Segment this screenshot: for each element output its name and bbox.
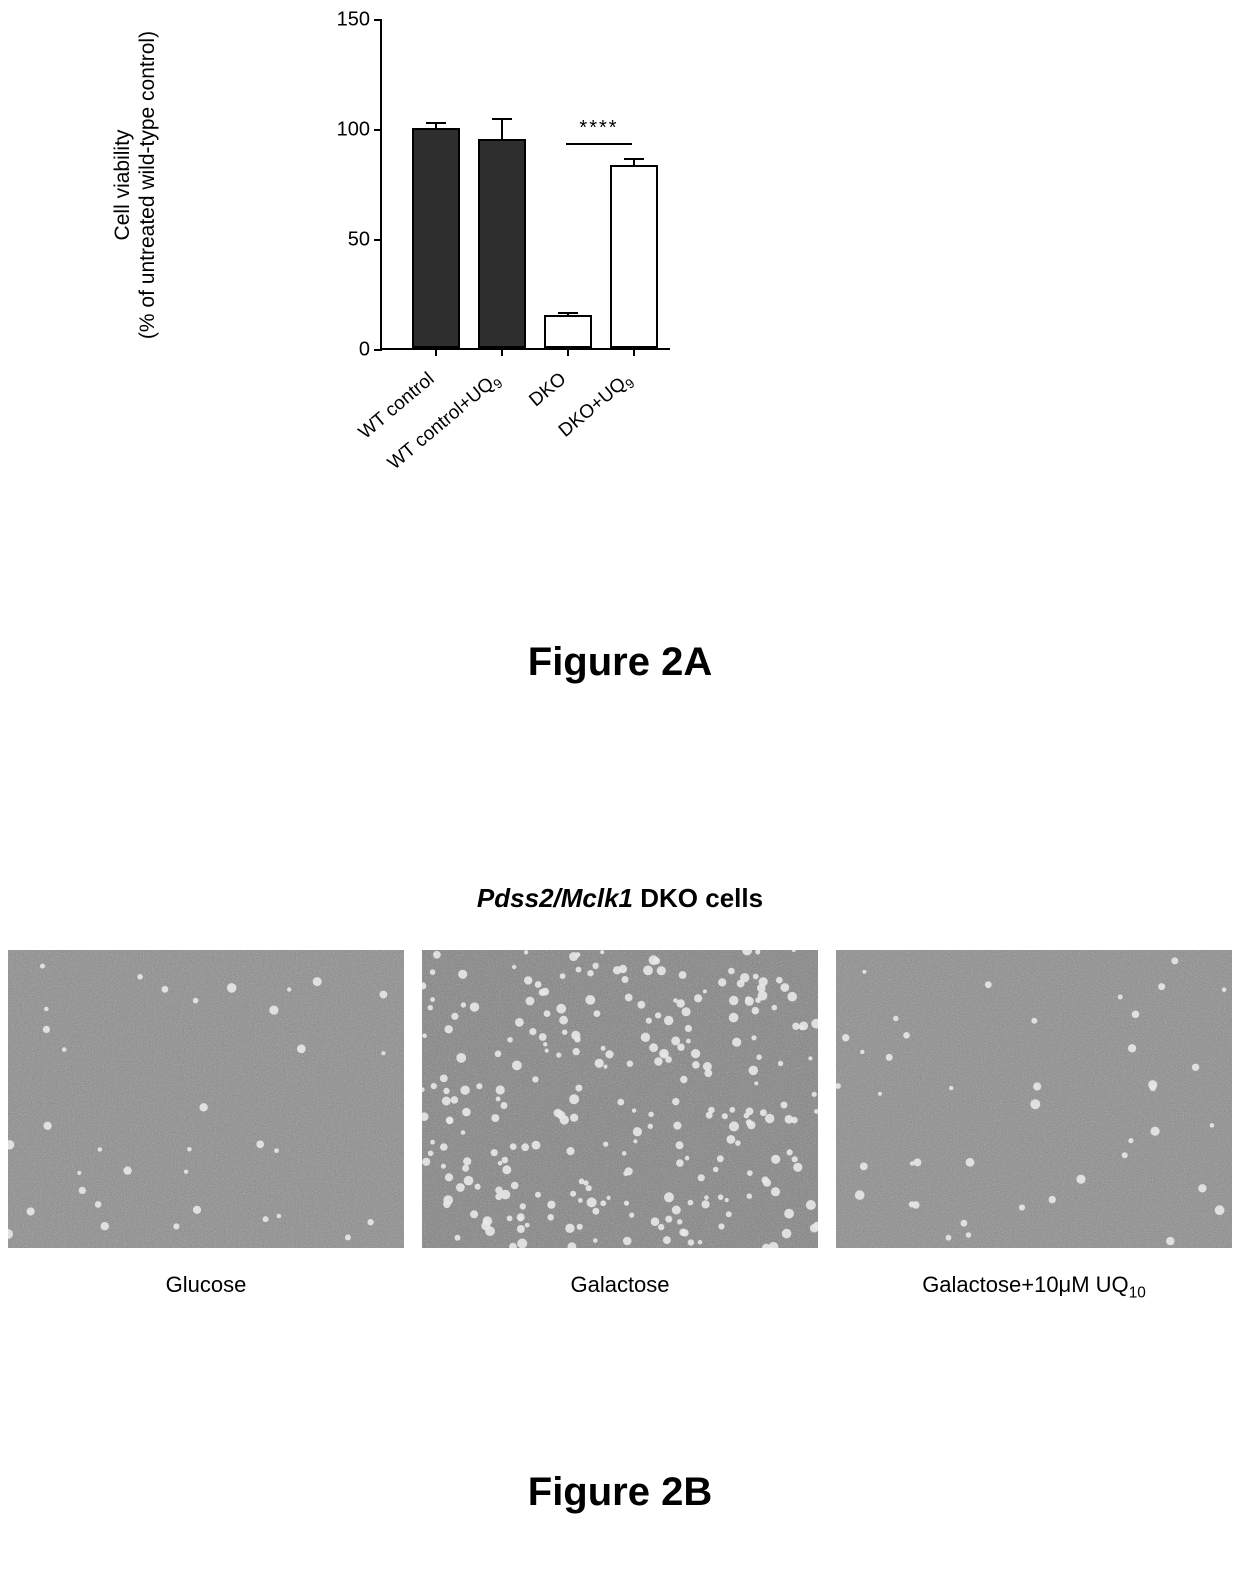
x-tick-label: WT control+UQ9: [384, 369, 506, 476]
figure-2a-title: Figure 2A: [528, 640, 712, 685]
errorbar-cap: [558, 312, 578, 314]
y-tick-label: 150: [337, 9, 370, 32]
x-tick: [633, 348, 635, 356]
y-tick-label: 100: [337, 119, 370, 142]
micrograph-row: [0, 950, 1240, 1248]
bar-3: [610, 165, 658, 348]
errorbar-stem: [633, 159, 635, 168]
errorbar-stem: [501, 119, 503, 141]
micrograph-2: [836, 950, 1232, 1248]
y-tick: [374, 349, 382, 351]
x-tick-label: DKO: [525, 369, 571, 412]
y-tick: [374, 239, 382, 241]
y-axis-label: Cell viability (% of untreated wild-type…: [110, 20, 160, 350]
micrograph-1: [422, 950, 818, 1248]
y-tick-label: 0: [359, 339, 370, 362]
micrograph-label-0: Glucose: [166, 1272, 247, 1298]
errorbar-cap: [492, 118, 512, 120]
errorbar-cap: [624, 158, 644, 160]
figure-2b-panel-title: Pdss2/Mclk1 DKO cells: [477, 883, 763, 914]
bar-0: [412, 128, 460, 348]
figure-container: 050100150 Cell viability (% of untreated…: [0, 0, 1240, 1593]
bar-2: [544, 315, 592, 348]
significance-label: ****: [579, 117, 618, 140]
errorbar-cap: [426, 122, 446, 124]
y-tick: [374, 19, 382, 21]
x-tick: [567, 348, 569, 356]
figure-2b-title: Figure 2B: [528, 1470, 712, 1515]
micrograph-label-2: Galactose+10μM UQ10: [922, 1272, 1146, 1302]
x-tick: [435, 348, 437, 356]
y-tick: [374, 129, 382, 131]
bar-1: [478, 139, 526, 348]
plot-area: 050100150: [380, 20, 670, 350]
cell-viability-bar-chart: 050100150 Cell viability (% of untreated…: [280, 10, 760, 540]
micrograph-0: [8, 950, 404, 1248]
significance-bar: [566, 143, 632, 145]
y-tick-label: 50: [348, 229, 370, 252]
micrograph-label-1: Galactose: [570, 1272, 669, 1298]
x-tick: [501, 348, 503, 356]
